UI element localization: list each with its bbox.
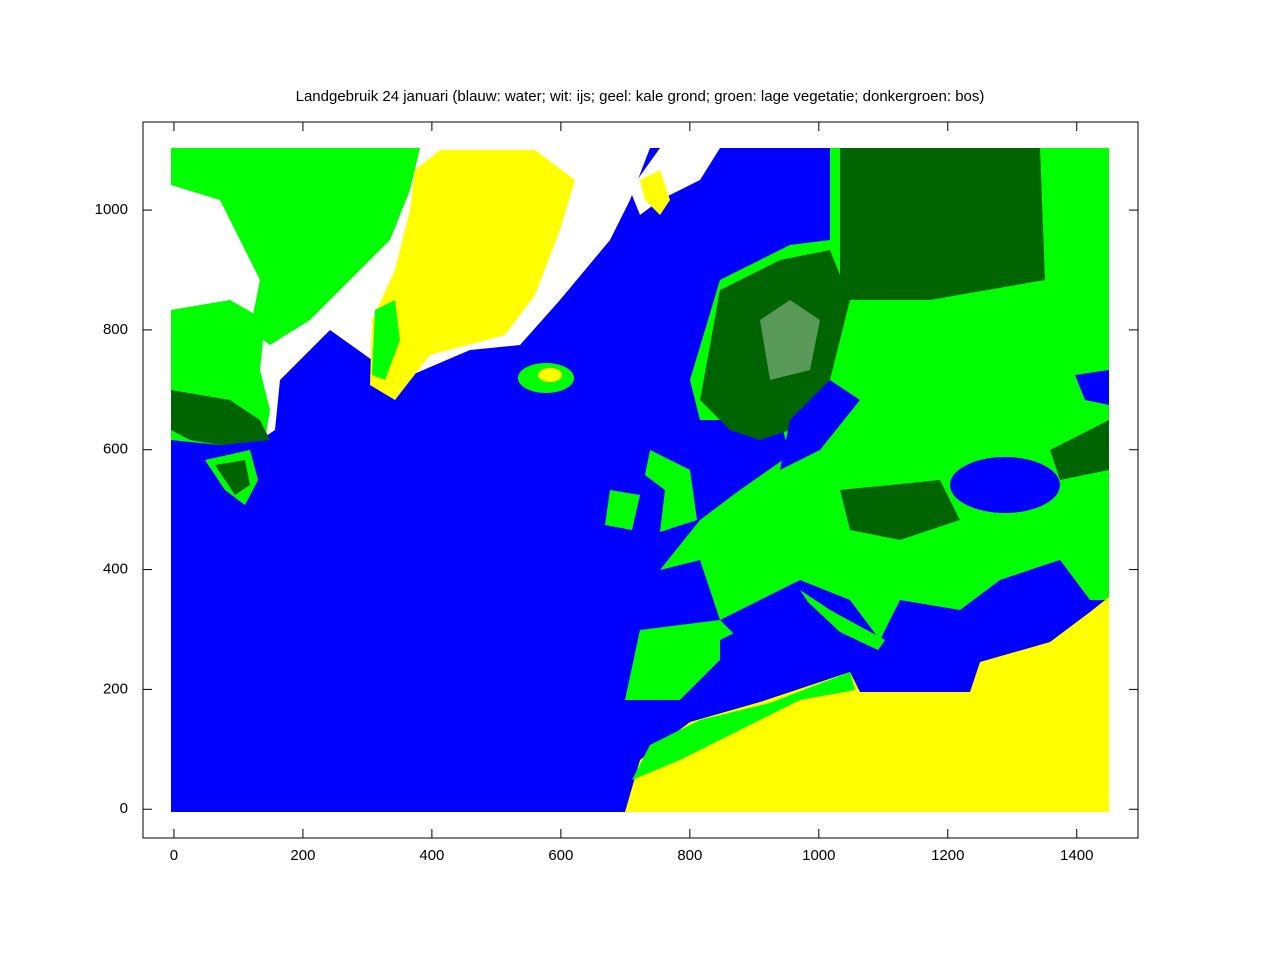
bare-ground [625,597,1109,812]
x-tick-label: 0 [170,847,178,864]
water [1075,370,1109,405]
water [780,380,860,470]
land [632,672,855,780]
x-tick-label: 200 [290,847,315,864]
land [605,490,640,530]
forest [700,250,850,440]
y-tick-label: 0 [120,800,128,817]
y-tick-label: 400 [103,561,128,578]
x-tick-label: 1400 [1060,847,1093,864]
land [372,300,400,380]
forest [1050,420,1109,480]
bare-ground [538,368,562,382]
y-tick-label: 200 [103,680,128,697]
chart-title: Landgebruik 24 januari (blauw: water; wi… [296,88,985,105]
y-tick-label: 600 [103,441,128,458]
forest [215,460,250,495]
x-tick-label: 400 [419,847,444,864]
x-tick-label: 1000 [802,847,835,864]
y-tick-label: 800 [103,321,128,338]
x-tick-label: 800 [677,847,702,864]
forest [840,480,960,540]
forest [171,390,270,445]
ice [760,300,820,380]
map-image [171,148,1109,812]
land [645,450,697,532]
x-tick-label: 600 [548,847,573,864]
bare-ground [370,150,575,400]
land [800,590,885,650]
land [171,148,420,345]
x-tick-label: 1200 [931,847,964,864]
plot-frame [142,121,1139,839]
water [950,457,1060,513]
forest [840,148,1045,300]
bare-ground [640,170,670,215]
water [680,560,1090,720]
axes: 0 200 400 600 800 1000 1200 1400 0 200 400 600 800 10… [95,122,1138,864]
y-tick-label: 1000 [95,201,128,218]
